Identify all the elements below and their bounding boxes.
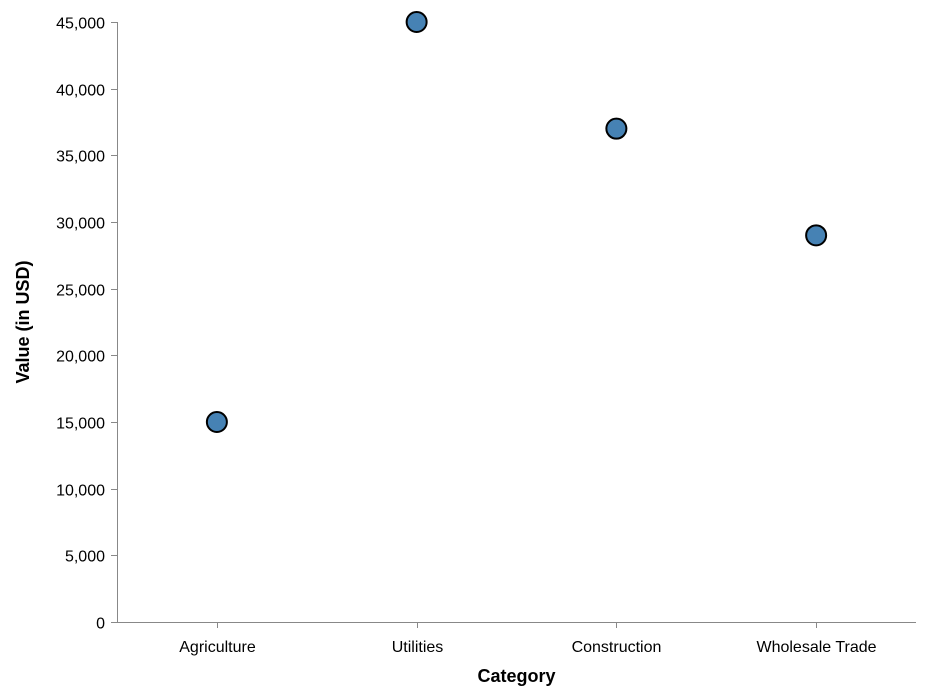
- y-tick-label: 10,000: [56, 483, 105, 500]
- data-point: [405, 11, 428, 33]
- y-tick-label: 45,000: [56, 16, 105, 33]
- y-tick-label: 30,000: [56, 216, 105, 233]
- x-tick-label: Construction: [572, 639, 662, 656]
- y-tick-label: 25,000: [56, 283, 105, 300]
- y-axis: 0 5,000 10,000 15,000 20,000 25,000 30,000 35,0…: [56, 16, 118, 633]
- data-point: [805, 224, 828, 247]
- y-axis-title: Value (in USD): [13, 260, 33, 383]
- y-tick-label: 0: [96, 616, 105, 633]
- y-tick-label: 20,000: [56, 349, 105, 366]
- data-point: [205, 411, 228, 433]
- y-tick-label: 15,000: [56, 416, 105, 433]
- data-points: [205, 11, 828, 433]
- y-tick-label: 5,000: [65, 549, 105, 566]
- x-axis-title: Category: [477, 666, 555, 686]
- x-tick-label: Agriculture: [179, 639, 256, 656]
- x-axis: Agriculture Utilities Construction Wholesal…: [117, 622, 916, 656]
- y-tick-label: 35,000: [56, 149, 105, 166]
- y-tick-label: 40,000: [56, 83, 105, 100]
- x-tick-label: Wholesale Trade: [756, 639, 876, 656]
- x-tick-label: Utilities: [392, 639, 444, 656]
- data-point: [605, 117, 628, 140]
